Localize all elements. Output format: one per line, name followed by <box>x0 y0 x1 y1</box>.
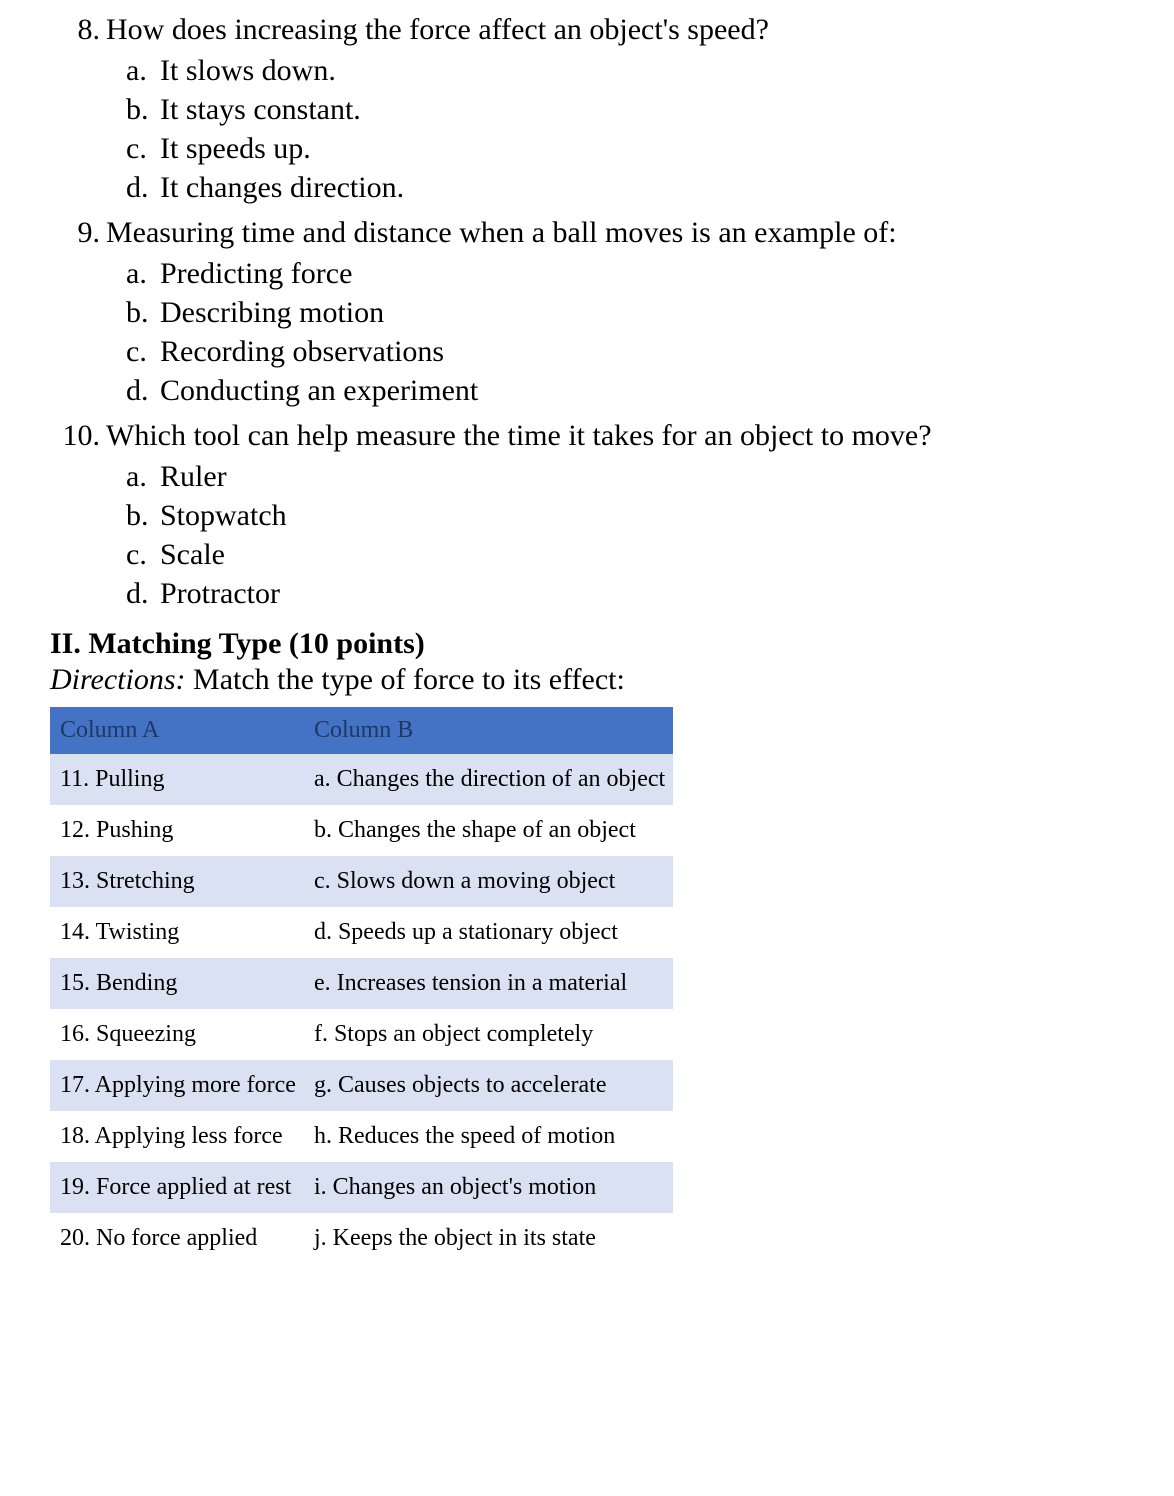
choice-text: Stopwatch <box>160 499 287 532</box>
directions-label: Directions: <box>50 663 186 696</box>
choice-letter: b. <box>126 496 149 535</box>
choice-d: d. Conducting an experiment <box>126 371 1124 410</box>
matching-table: Column A Column B 11. Pullinga. Changes … <box>50 707 673 1264</box>
choice-d: d. It changes direction. <box>126 168 1124 207</box>
section-ii-heading: II. Matching Type (10 points) <box>50 627 1124 661</box>
choice-text: It stays constant. <box>160 93 361 126</box>
col-a-cell: 17. Applying more force <box>50 1060 304 1111</box>
col-b-cell: i. Changes an object's motion <box>304 1162 673 1213</box>
col-a-cell: 20. No force applied <box>50 1213 304 1264</box>
col-a-cell: 18. Applying less force <box>50 1111 304 1162</box>
col-a-cell: 13. Stretching <box>50 856 304 907</box>
choice-letter: c. <box>126 332 147 371</box>
choice-letter: d. <box>126 574 149 613</box>
col-b-cell: d. Speeds up a stationary object <box>304 907 673 958</box>
table-row: 12. Pushingb. Changes the shape of an ob… <box>50 805 673 856</box>
col-a-cell: 19. Force applied at rest <box>50 1162 304 1213</box>
choices-list: a. Predicting force b. Describing motion c… <box>126 254 1124 410</box>
choice-text: Conducting an experiment <box>160 374 478 407</box>
choice-b: b. It stays constant. <box>126 90 1124 129</box>
choice-text: Protractor <box>160 577 280 610</box>
col-a-cell: 16. Squeezing <box>50 1009 304 1060</box>
choice-text: Ruler <box>160 460 227 493</box>
col-a-cell: 15. Bending <box>50 958 304 1009</box>
table-row: 19. Force applied at resti. Changes an o… <box>50 1162 673 1213</box>
choice-letter: a. <box>126 457 147 496</box>
question-number: 9. <box>50 213 100 252</box>
question-text: How does increasing the force affect an … <box>106 13 769 46</box>
col-b-cell: f. Stops an object completely <box>304 1009 673 1060</box>
table-header-row: Column A Column B <box>50 707 673 754</box>
choice-b: b. Describing motion <box>126 293 1124 332</box>
choice-c: c. Scale <box>126 535 1124 574</box>
table-row: 13. Stretchingc. Slows down a moving obj… <box>50 856 673 907</box>
col-b-cell: h. Reduces the speed of motion <box>304 1111 673 1162</box>
table-row: 14. Twistingd. Speeds up a stationary ob… <box>50 907 673 958</box>
choice-text: Describing motion <box>160 296 384 329</box>
choice-b: b. Stopwatch <box>126 496 1124 535</box>
table-row: 15. Bendinge. Increases tension in a mat… <box>50 958 673 1009</box>
worksheet-page: 8. How does increasing the force affect … <box>0 0 1174 1294</box>
col-b-header: Column B <box>304 707 673 754</box>
question-text: Which tool can help measure the time it … <box>106 419 932 452</box>
choice-text: It speeds up. <box>160 132 311 165</box>
col-b-cell: b. Changes the shape of an object <box>304 805 673 856</box>
table-row: 17. Applying more forceg. Causes objects… <box>50 1060 673 1111</box>
choice-text: It changes direction. <box>160 171 404 204</box>
question-10: 10. Which tool can help measure the time… <box>50 416 1124 613</box>
col-b-cell: a. Changes the direction of an object <box>304 754 673 805</box>
choice-text: Recording observations <box>160 335 444 368</box>
table-row: 18. Applying less forceh. Reduces the sp… <box>50 1111 673 1162</box>
table-body: 11. Pullinga. Changes the direction of a… <box>50 754 673 1264</box>
choices-list: a. Ruler b. Stopwatch c. Scale d. Protractor <box>126 457 1124 613</box>
section-ii-directions: Directions: Match the type of force to i… <box>50 663 1124 697</box>
choice-letter: d. <box>126 168 149 207</box>
col-a-cell: 12. Pushing <box>50 805 304 856</box>
col-b-cell: j. Keeps the object in its state <box>304 1213 673 1264</box>
question-number: 8. <box>50 10 100 49</box>
choice-c: c. It speeds up. <box>126 129 1124 168</box>
question-9: 9. Measuring time and distance when a ba… <box>50 213 1124 410</box>
directions-text: Match the type of force to its effect: <box>186 663 625 696</box>
table-row: 16. Squeezingf. Stops an object complete… <box>50 1009 673 1060</box>
choice-letter: c. <box>126 535 147 574</box>
choice-letter: b. <box>126 293 149 332</box>
choice-d: d. Protractor <box>126 574 1124 613</box>
choices-list: a. It slows down. b. It stays constant. c.… <box>126 51 1124 207</box>
choice-text: It slows down. <box>160 54 336 87</box>
choice-c: c. Recording observations <box>126 332 1124 371</box>
col-a-cell: 11. Pulling <box>50 754 304 805</box>
question-text: Measuring time and distance when a ball … <box>106 216 897 249</box>
choice-letter: c. <box>126 129 147 168</box>
choice-letter: b. <box>126 90 149 129</box>
col-a-cell: 14. Twisting <box>50 907 304 958</box>
choice-text: Scale <box>160 538 225 571</box>
choice-a: a. Ruler <box>126 457 1124 496</box>
choice-a: a. Predicting force <box>126 254 1124 293</box>
mc-questions-list: 8. How does increasing the force affect … <box>50 10 1124 613</box>
question-8: 8. How does increasing the force affect … <box>50 10 1124 207</box>
col-b-cell: g. Causes objects to accelerate <box>304 1060 673 1111</box>
col-a-header: Column A <box>50 707 304 754</box>
table-row: 11. Pullinga. Changes the direction of a… <box>50 754 673 805</box>
col-b-cell: e. Increases tension in a material <box>304 958 673 1009</box>
choice-text: Predicting force <box>160 257 352 290</box>
col-b-cell: c. Slows down a moving object <box>304 856 673 907</box>
choice-letter: d. <box>126 371 149 410</box>
choice-letter: a. <box>126 254 147 293</box>
question-number: 10. <box>50 416 100 455</box>
choice-letter: a. <box>126 51 147 90</box>
choice-a: a. It slows down. <box>126 51 1124 90</box>
table-row: 20. No force appliedj. Keeps the object … <box>50 1213 673 1264</box>
